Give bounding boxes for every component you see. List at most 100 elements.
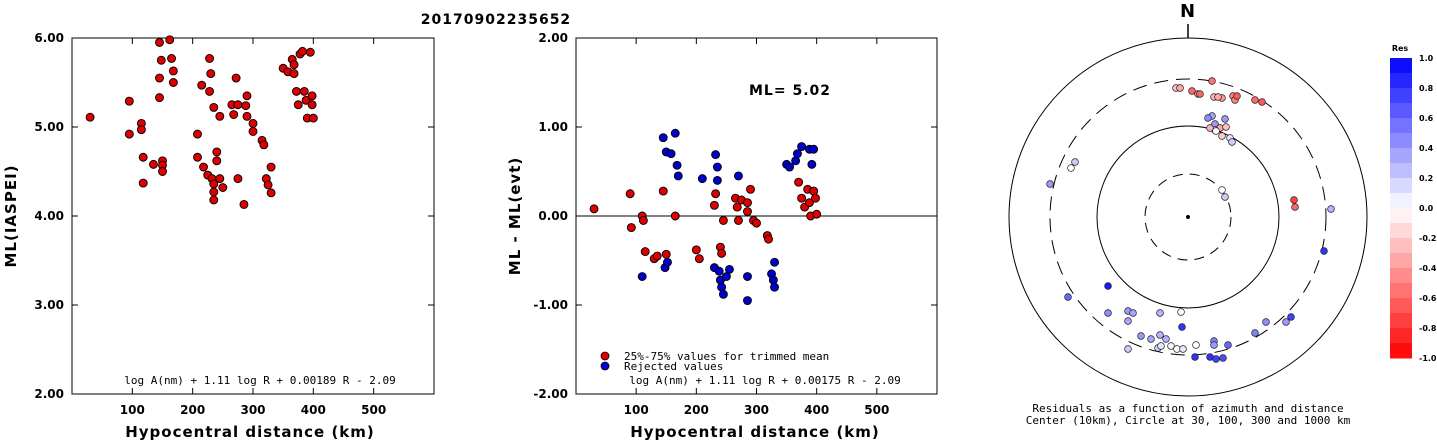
data-point	[263, 180, 273, 190]
data-point	[661, 249, 671, 259]
data-point	[809, 144, 819, 154]
data-point	[734, 171, 743, 181]
residual-point	[1214, 93, 1222, 101]
residual-point	[1129, 309, 1137, 317]
data-point	[305, 47, 315, 57]
data-point	[156, 55, 166, 65]
x-tick-label: 400	[804, 403, 829, 417]
ring-1000km	[1008, 37, 1368, 397]
residual-point	[1156, 309, 1164, 317]
data-point	[724, 264, 734, 274]
data-point	[743, 198, 752, 208]
data-point	[666, 149, 676, 159]
data-point	[709, 200, 719, 210]
data-point	[209, 102, 219, 112]
ring-30km	[1144, 173, 1232, 261]
data-point	[658, 186, 668, 196]
data-point	[168, 66, 178, 76]
residual-point	[1258, 98, 1266, 106]
data-point	[193, 129, 202, 139]
y-tick-label: 4.00	[34, 209, 64, 223]
caption-line-1: Residuals as a function of azimuth and d…	[1032, 402, 1343, 415]
x-tick-label: 500	[361, 403, 386, 417]
data-point	[626, 223, 636, 233]
residual-point	[1104, 309, 1112, 317]
colorbar-cell	[1390, 268, 1412, 284]
colorbar-cell	[1390, 283, 1412, 299]
y-tick-label: -1.00	[533, 298, 568, 312]
colorbar: Res 1.0 0.8 0.6 0.4 0.2 0.0 -0.2 -0.4 -0.6 -0.8 -1…	[1390, 44, 1437, 363]
colorbar-tick-label: -0.2	[1419, 234, 1437, 243]
data-point	[792, 149, 802, 159]
colorbar-tick-label: 0.2	[1419, 174, 1433, 183]
data-point	[248, 126, 258, 136]
data-point	[293, 100, 303, 110]
ring-300km	[1049, 78, 1327, 356]
residual-point	[1219, 354, 1227, 362]
legend-marker-trimmed	[600, 351, 610, 361]
colorbar-cell	[1390, 118, 1412, 134]
y-tick-label: -2.00	[533, 387, 568, 401]
data-point	[231, 73, 241, 83]
panel-azimuth-residuals: N Residuals as a function of azimuth and…	[1008, 1, 1368, 427]
data-point	[218, 183, 228, 192]
data-point	[691, 245, 701, 255]
formula-text: log A(nm) + 1.11 log R + 0.00189 R - 2.0…	[124, 374, 396, 387]
data-point	[718, 215, 728, 225]
data-point	[215, 111, 225, 121]
x-axis-label: Hypocentral distance (km)	[630, 423, 880, 441]
data-point	[743, 207, 752, 217]
data-point	[167, 54, 177, 63]
data-point	[638, 215, 648, 225]
data-point	[764, 234, 773, 244]
residual-point	[1176, 84, 1184, 92]
data-point	[209, 187, 219, 197]
colorbar-cell	[1390, 58, 1412, 74]
residual-point	[1167, 342, 1175, 350]
data-point	[768, 275, 778, 285]
data-point	[717, 248, 727, 258]
residual-point	[1224, 341, 1232, 349]
data-point	[212, 156, 222, 166]
residual-point	[1071, 158, 1079, 166]
data-point	[732, 202, 742, 212]
colorbar-cell	[1390, 178, 1412, 194]
data-point	[694, 254, 704, 264]
residual-point	[1233, 92, 1241, 100]
data-point	[155, 38, 164, 47]
data-point	[291, 86, 301, 96]
colorbar-cell	[1390, 238, 1412, 254]
y-tick-label: 1.00	[538, 120, 568, 134]
data-point	[625, 189, 635, 199]
colorbar-cell	[1390, 103, 1412, 119]
residual-point	[1067, 164, 1075, 172]
legend-label-trimmed: 25%-75% values for trimmed mean	[624, 350, 829, 363]
data-point	[670, 211, 680, 221]
data-point	[743, 272, 752, 281]
data-point	[797, 193, 807, 203]
residual-point	[1251, 329, 1259, 337]
data-point	[308, 113, 318, 123]
x-tick-label: 100	[120, 403, 145, 417]
x-tick-label: 100	[624, 403, 649, 417]
y-axis-label: ML(IASPEI)	[2, 164, 20, 267]
colorbar-label: Res	[1392, 44, 1409, 53]
residual-point	[1064, 293, 1072, 301]
data-point	[307, 100, 317, 110]
data-point	[266, 162, 276, 172]
residual-point	[1320, 247, 1328, 255]
residual-point	[1287, 313, 1295, 321]
data-point	[266, 188, 276, 198]
colorbar-tick-label: -0.6	[1419, 294, 1437, 303]
residual-point	[1104, 282, 1112, 290]
residual-point	[1156, 331, 1164, 339]
data-point	[205, 86, 215, 96]
data-point	[124, 129, 134, 139]
colorbar-tick-label: 0.0	[1419, 204, 1434, 213]
colorbar-tick-label: 0.8	[1419, 84, 1434, 93]
residual-point	[1218, 132, 1226, 140]
data-point	[242, 91, 252, 101]
data-point	[206, 69, 216, 79]
colorbar-tick-label: 0.4	[1419, 144, 1434, 153]
residual-point	[1208, 77, 1216, 85]
